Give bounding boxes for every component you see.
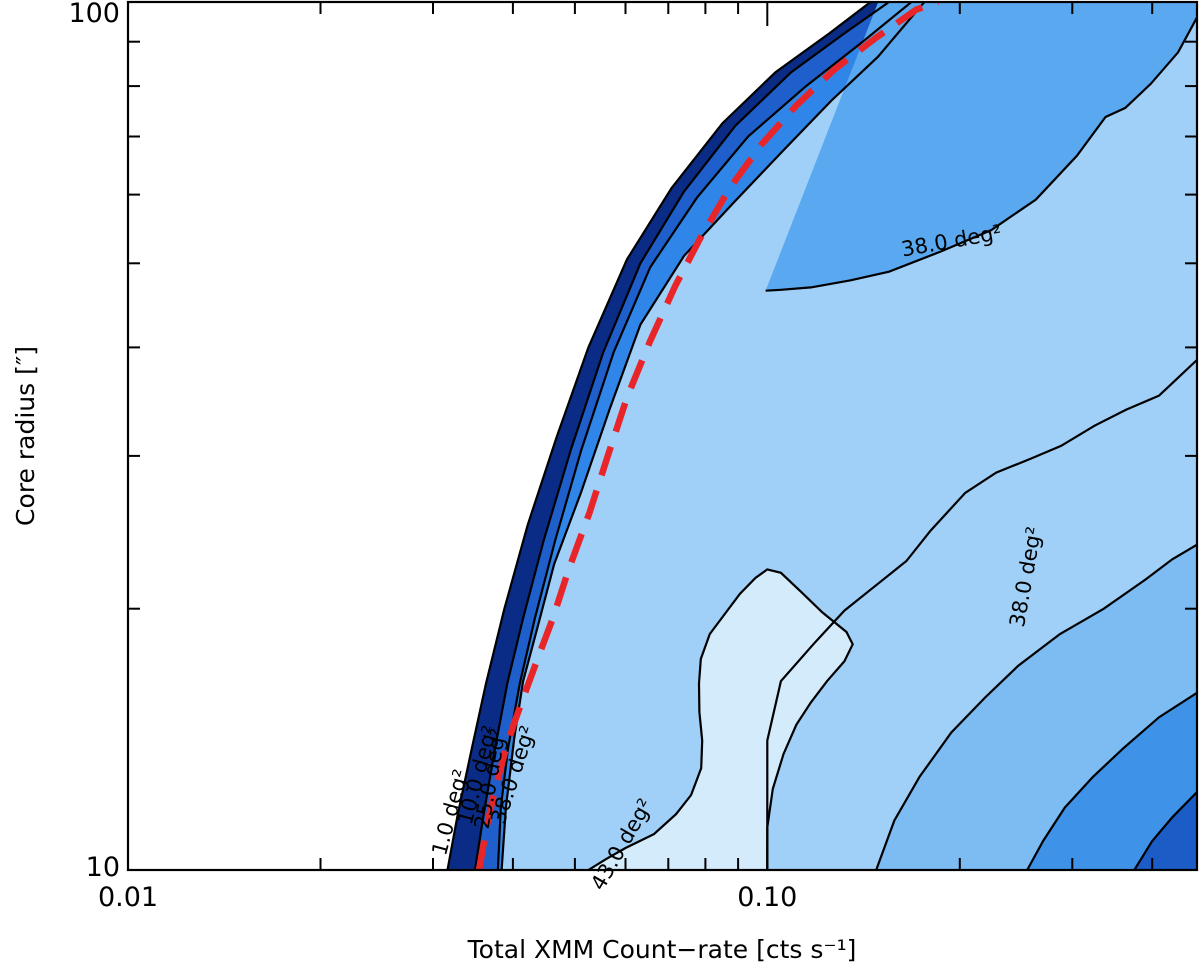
heat-band-43 xyxy=(588,569,853,870)
threshold-line xyxy=(475,2,940,870)
axes: 0.01 0.10 10 100 xyxy=(68,0,1199,913)
plot-frame xyxy=(126,0,1199,872)
heat-band-upper xyxy=(765,2,1197,291)
y-axis-title: Core radius [″] xyxy=(11,346,40,526)
contour-line-2 xyxy=(496,2,913,870)
contour-line-6 xyxy=(587,568,854,870)
contour-line-4 xyxy=(765,16,1197,292)
heatmap-layer xyxy=(447,2,1197,870)
contour-line-5 xyxy=(766,359,1197,870)
x-tick-label-0: 0.01 xyxy=(98,882,158,913)
contour-line-9 xyxy=(1133,791,1197,870)
contour-lines xyxy=(446,2,1197,870)
y-tick-label-0: 10 xyxy=(86,852,120,883)
heat-band-38b xyxy=(501,2,1197,870)
contour-line-1 xyxy=(473,2,890,870)
heat-band-lower-2 xyxy=(1027,692,1197,870)
threshold-line-layer xyxy=(475,2,940,870)
x-axis-title: Total XMM Count−rate [cts s⁻¹] xyxy=(467,935,857,964)
contour-line-8 xyxy=(1026,691,1197,870)
contour-line-7 xyxy=(875,543,1197,870)
heat-band-lower-3 xyxy=(1134,792,1197,870)
x-tick-label-1: 0.10 xyxy=(737,882,797,913)
y-tick-label-1: 100 xyxy=(68,0,120,29)
contour-line-0 xyxy=(446,2,872,870)
